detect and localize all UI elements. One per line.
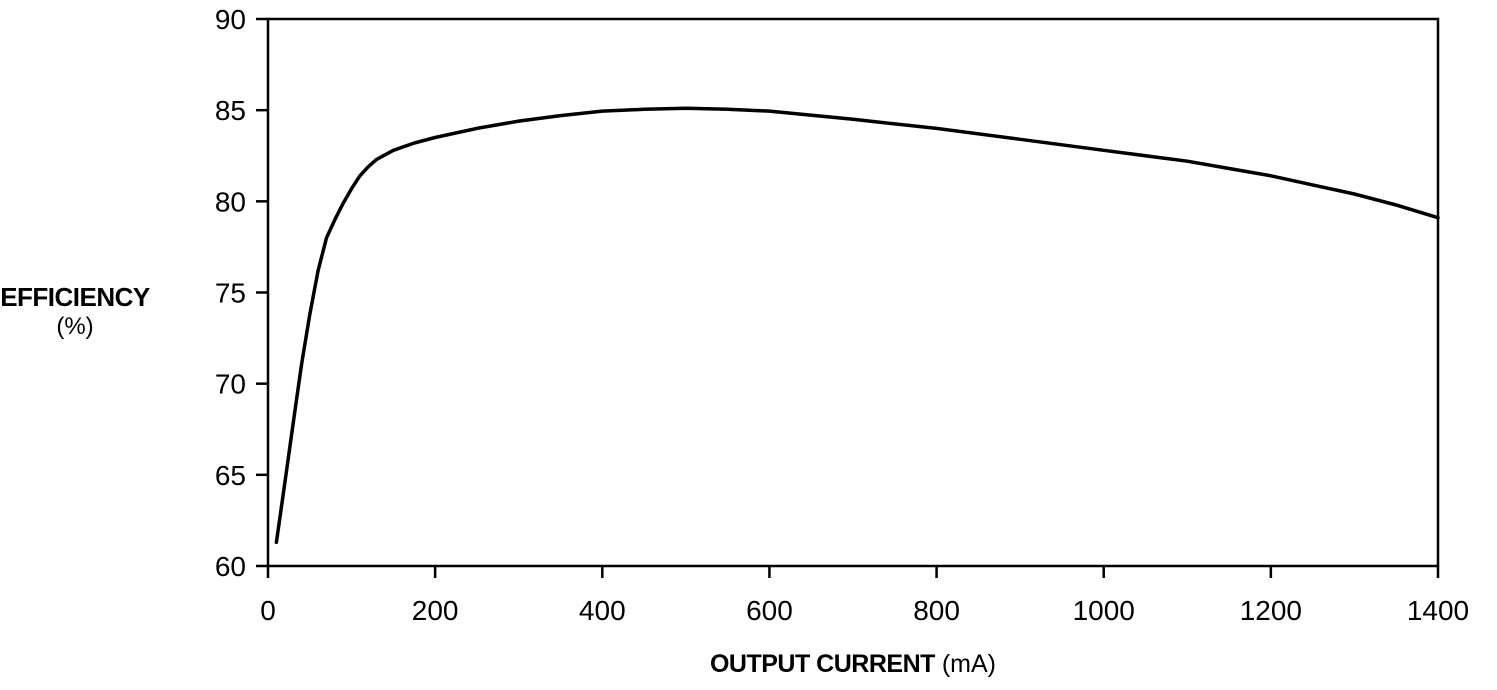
y-axis-unit: (%) [56,313,94,341]
y-axis-ticks: 60 65 70 75 80 85 90 [215,4,268,582]
y-tick-label: 70 [215,369,246,400]
plot-frame [266,17,1440,568]
x-tick-label: 1200 [1240,595,1302,626]
y-tick-label: 85 [215,95,246,126]
x-tick-label: 0 [260,595,276,626]
y-tick-label: 80 [215,186,246,217]
x-tick-label: 200 [412,595,459,626]
x-tick-label: 800 [913,595,960,626]
x-axis-label: OUTPUT CURRENT (mA) [268,650,1438,679]
y-axis-title: EFFICIENCY [0,282,150,312]
x-axis-ticks: 0 200 400 600 800 1000 1200 1400 [260,566,1469,626]
y-tick-label: 65 [215,460,246,491]
x-tick-label: 400 [579,595,626,626]
y-tick-label: 75 [215,278,246,309]
y-axis-label: EFFICIENCY (%) [0,282,150,342]
efficiency-curve [274,106,1440,545]
y-tick-label: 90 [215,4,246,35]
x-axis-title: OUTPUT CURRENT [709,650,935,678]
x-tick-label: 1000 [1073,595,1135,626]
x-tick-label: 1400 [1407,595,1469,626]
x-tick-label: 600 [746,595,793,626]
x-axis-unit: (mA) [941,650,997,678]
y-tick-label: 60 [215,551,246,582]
